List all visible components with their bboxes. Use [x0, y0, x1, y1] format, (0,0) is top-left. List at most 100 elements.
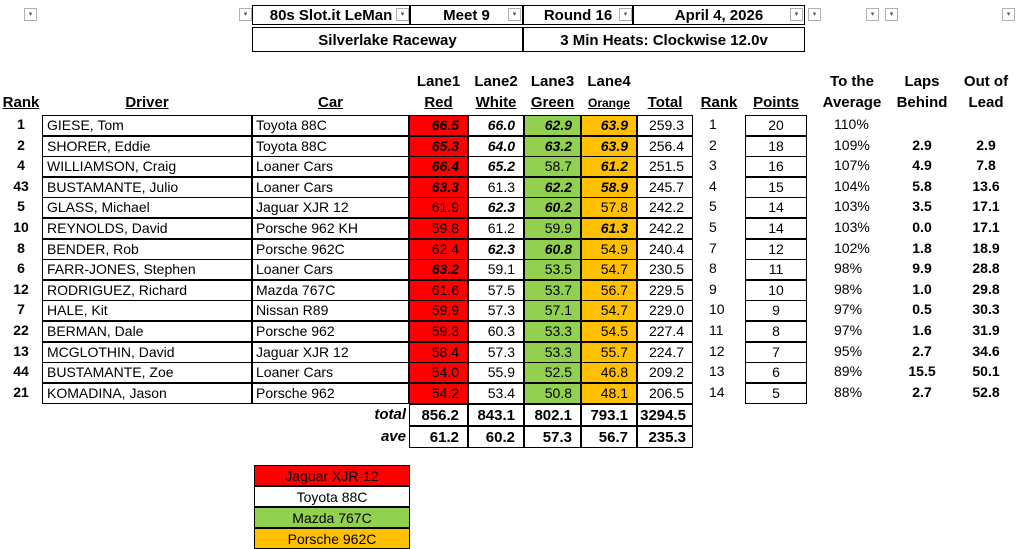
laps-behind-cell: 4.9 — [912, 157, 932, 174]
rank-cell: 5 — [17, 198, 25, 215]
filter-dropdown-icon[interactable]: ▾ — [619, 8, 632, 21]
points-cell: 20 — [745, 115, 807, 136]
lane3-cell: 57.1 — [524, 300, 581, 322]
total-cell: 206.5 — [637, 382, 693, 404]
out-of-lead-cell: 2.9 — [976, 136, 996, 153]
col-lane2-top: Lane2 — [474, 73, 518, 90]
lane2-cell: 61.2 — [468, 218, 524, 239]
lane1-cell: 63.3 — [409, 176, 468, 198]
car-cell: Loaner Cars — [252, 156, 409, 178]
track-name: Silverlake Raceway — [252, 27, 523, 52]
laps-behind-cell: 1.6 — [912, 322, 932, 338]
laps-behind-cell: 0.5 — [912, 301, 932, 318]
total-row-l2: 843.1 — [468, 404, 524, 427]
total-cell: 230.5 — [637, 259, 693, 281]
points-cell: 8 — [745, 321, 807, 342]
lane4-cell: 63.9 — [581, 115, 637, 136]
driver-cell: BUSTAMANTE, Julio — [42, 176, 252, 198]
filter-dropdown-icon[interactable]: ▾ — [508, 8, 521, 21]
race-date: April 4, 2026 — [633, 5, 805, 25]
out-of-lead-cell: 7.8 — [976, 157, 996, 174]
rank2-cell: 4 — [709, 177, 717, 194]
col-average: Average — [822, 94, 882, 111]
filter-dropdown-icon[interactable]: ▾ — [866, 8, 879, 21]
car-cell: Loaner Cars — [252, 259, 409, 281]
total-row-total: 3294.5 — [637, 404, 693, 427]
car-cell: Toyota 88C — [252, 135, 409, 157]
total-cell: 227.4 — [637, 321, 693, 342]
out-of-lead-cell: 31.9 — [972, 322, 1000, 338]
points-cell: 6 — [745, 362, 807, 384]
average-cell: 107% — [834, 157, 870, 174]
heat-info: 3 Min Heats: Clockwise 12.0v — [523, 27, 805, 52]
filter-dropdown-icon[interactable]: ▾ — [808, 8, 821, 21]
rank2-cell: 5 — [709, 198, 717, 215]
col-points: Points — [753, 94, 799, 111]
lane1-cell: 66.4 — [409, 156, 468, 178]
rank-cell: 8 — [17, 239, 25, 256]
car-cell: Porsche 962 — [252, 382, 409, 404]
lane4-cell: 54.7 — [581, 259, 637, 281]
lane2-cell: 62.3 — [468, 197, 524, 219]
total-cell: 240.4 — [637, 238, 693, 260]
lane4-cell: 48.1 — [581, 382, 637, 404]
car-cell: Loaner Cars — [252, 176, 409, 198]
lane1-cell: 62.4 — [409, 238, 468, 260]
rank-cell: 6 — [17, 260, 25, 277]
lane2-cell: 57.3 — [468, 300, 524, 322]
average-cell: 110% — [834, 116, 869, 132]
lane3-cell: 63.2 — [524, 135, 581, 157]
rank2-cell: 11 — [709, 322, 724, 338]
lane2-cell: 57.5 — [468, 279, 524, 301]
average-row-l3: 57.3 — [524, 426, 581, 449]
driver-cell: REYNOLDS, David — [42, 218, 252, 239]
average-row-l1: 61.2 — [409, 426, 468, 449]
driver-cell: HALE, Kit — [42, 300, 252, 322]
car-cell: Jaguar XJR 12 — [252, 197, 409, 219]
laps-behind-cell: 2.7 — [912, 342, 932, 359]
points-cell: 14 — [745, 197, 807, 219]
rank2-cell: 8 — [709, 260, 717, 277]
laps-behind-cell: 5.8 — [912, 177, 932, 194]
rank-cell: 22 — [13, 322, 29, 338]
col-car: Car — [317, 94, 343, 111]
average-cell: 88% — [834, 383, 863, 400]
average-cell: 98% — [834, 260, 863, 277]
filter-dropdown-icon[interactable]: ▾ — [396, 8, 409, 21]
rank2-cell: 2 — [709, 136, 717, 153]
rank-cell: 1 — [17, 116, 25, 132]
out-of-lead-cell: 34.6 — [972, 342, 1000, 359]
lane1-cell: 59.3 — [409, 321, 468, 342]
filter-dropdown-icon[interactable]: ▾ — [885, 8, 898, 21]
lane4-cell: 54.5 — [581, 321, 637, 342]
average-cell: 95% — [834, 342, 863, 359]
filter-dropdown-icon[interactable]: ▾ — [24, 8, 37, 21]
total-cell: 245.7 — [637, 176, 693, 198]
filter-dropdown-icon[interactable]: ▾ — [790, 8, 803, 21]
lane1-cell: 63.2 — [409, 259, 468, 281]
points-cell: 18 — [745, 135, 807, 157]
col-lane2: White — [475, 94, 517, 111]
laps-behind-cell: 2.9 — [912, 136, 932, 153]
total-cell: 259.3 — [637, 115, 693, 136]
average-cell: 104% — [834, 177, 870, 194]
lane4-cell: 58.9 — [581, 176, 637, 198]
col-driver: Driver — [125, 94, 169, 111]
rank2-cell: 14 — [709, 383, 725, 400]
points-cell: 5 — [745, 382, 807, 404]
lane3-cell: 53.7 — [524, 279, 581, 301]
total-row-l1: 856.2 — [409, 404, 468, 427]
filter-dropdown-icon[interactable]: ▾ — [239, 8, 252, 21]
series-title: 80s Slot.it LeMan — [252, 5, 410, 25]
round-label: Round 16 — [523, 5, 633, 25]
car-cell: Porsche 962 KH — [252, 218, 409, 239]
total-row-l3: 802.1 — [524, 404, 581, 427]
rank-cell: 44 — [13, 363, 29, 380]
average-cell: 103% — [834, 198, 870, 215]
average-cell: 89% — [834, 363, 863, 380]
filter-dropdown-icon[interactable]: ▾ — [1002, 8, 1015, 21]
points-cell: 15 — [745, 176, 807, 198]
points-cell: 10 — [745, 279, 807, 301]
laps-behind-cell: 0.0 — [912, 219, 932, 235]
out-of-lead-cell — [955, 115, 1017, 136]
